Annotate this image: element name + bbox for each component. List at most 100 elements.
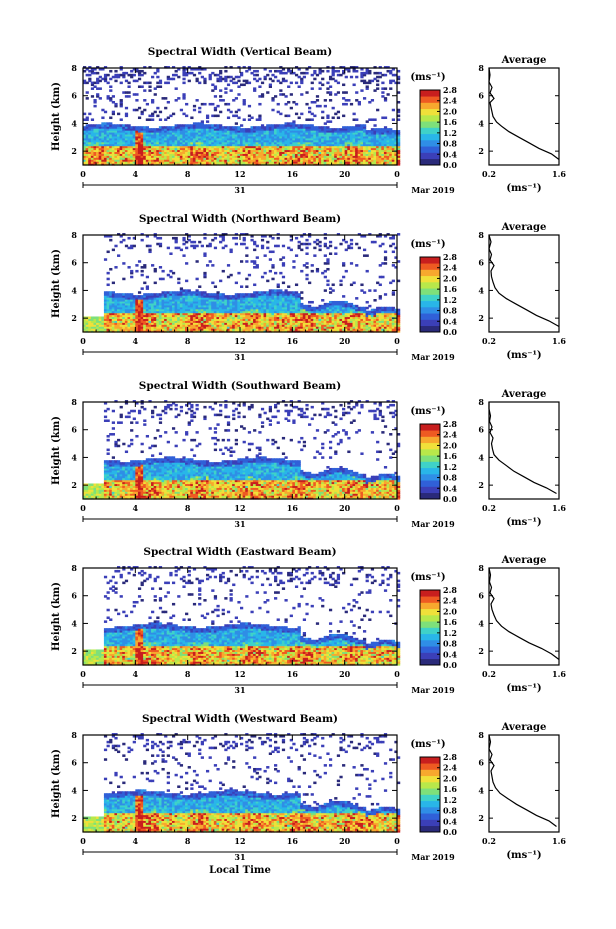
heatmap-cell — [203, 304, 207, 308]
heatmap-cell — [166, 304, 170, 308]
heatmap-cell — [260, 297, 265, 300]
heatmap-cell — [234, 299, 238, 302]
heatmap-cell — [274, 75, 278, 79]
heatmap-cell — [192, 132, 197, 135]
heatmap-cell — [164, 133, 168, 137]
heatmap-cell — [289, 324, 293, 327]
heatmap-cell — [213, 308, 218, 312]
heatmap-cell — [124, 306, 129, 310]
heatmap-cell — [237, 304, 241, 308]
heatmap-cell — [111, 297, 115, 300]
heatmap-cell — [310, 163, 314, 166]
heatmap-cell — [151, 308, 155, 312]
heatmap-cell — [213, 155, 218, 158]
heatmap-cell — [198, 285, 202, 288]
heatmap-cell — [368, 153, 372, 156]
heatmap-cell — [305, 153, 309, 156]
heatmap-cell — [381, 157, 385, 160]
heatmap-cell — [119, 68, 123, 71]
heatmap-cell — [357, 159, 361, 162]
heatmap-cell — [151, 314, 155, 318]
heatmap-cell — [187, 126, 191, 129]
heatmap-cell — [224, 153, 228, 156]
heatmap-cell — [96, 161, 100, 164]
heatmap-cell — [310, 126, 314, 129]
heatmap-cell — [213, 128, 218, 131]
heatmap-cell — [90, 151, 95, 154]
heatmap-cell — [313, 132, 317, 135]
heatmap-cell — [203, 271, 207, 275]
colorbar-swatch — [420, 90, 440, 97]
heatmap-cell — [98, 159, 102, 162]
heatmap-cell — [166, 326, 170, 329]
heatmap-cell — [85, 163, 89, 166]
heatmap-cell — [179, 322, 184, 325]
heatmap-cell — [328, 132, 333, 135]
heatmap-cell — [195, 124, 199, 127]
heatmap-cell — [289, 133, 293, 137]
heatmap-cell — [365, 68, 369, 71]
heatmap-cell — [119, 118, 123, 121]
heatmap-cell — [132, 306, 136, 310]
heatmap-cell — [156, 145, 160, 149]
heatmap-cell — [135, 141, 139, 145]
heatmap-cell — [137, 297, 142, 300]
heatmap-cell — [284, 293, 288, 296]
heatmap-cell — [334, 145, 338, 149]
heatmap-cell — [145, 141, 150, 145]
heatmap-cell — [132, 135, 136, 139]
heatmap-cell — [114, 316, 118, 320]
heatmap-cell — [234, 242, 238, 246]
heatmap-cell — [229, 320, 233, 323]
heatmap-cell — [242, 66, 246, 69]
heatmap-cell — [318, 130, 322, 133]
heatmap-cell — [111, 137, 115, 141]
heatmap-cell — [88, 126, 92, 129]
heatmap-cell — [245, 328, 249, 331]
heatmap-cell — [140, 266, 144, 269]
heatmap-cell — [381, 73, 385, 77]
heatmap-cell — [253, 328, 257, 331]
heatmap-cell — [232, 151, 236, 154]
heatmap-cell — [114, 300, 118, 304]
heatmap-cell — [386, 163, 390, 166]
heatmap-cell — [169, 302, 173, 306]
heatmap-cell — [266, 151, 270, 154]
heatmap-cell — [255, 295, 259, 298]
heatmap-cell — [195, 312, 199, 316]
heatmap-cell — [158, 324, 163, 327]
heatmap-cell — [93, 328, 97, 331]
heatmap-cell — [169, 157, 173, 160]
heatmap-cell — [344, 147, 348, 151]
heatmap-cell — [198, 124, 202, 127]
heatmap-cell — [292, 157, 296, 160]
heatmap-cell — [260, 300, 265, 304]
heatmap-cell — [109, 316, 113, 320]
heatmap-cell — [360, 145, 364, 149]
heatmap-cell — [96, 128, 100, 131]
heatmap-cell — [192, 137, 197, 141]
heatmap-cell — [300, 128, 304, 131]
heatmap-cell — [381, 149, 385, 153]
heatmap-cell — [274, 161, 278, 164]
heatmap-cell — [190, 153, 194, 156]
heatmap-cell — [185, 318, 189, 321]
heatmap-cell — [279, 330, 283, 333]
heatmap-cell — [258, 295, 262, 298]
heatmap-cell — [242, 328, 246, 331]
heatmap-cell — [132, 137, 136, 141]
heatmap-cell — [287, 128, 291, 131]
heatmap-cell — [287, 320, 291, 323]
panel-title: Spectral Width (Vertical Beam) — [148, 46, 332, 58]
heatmap-cell — [190, 306, 194, 310]
heatmap-cell — [130, 161, 134, 164]
heatmap-cell — [153, 295, 157, 298]
heatmap-cell — [205, 155, 210, 158]
heatmap-cell — [276, 69, 280, 73]
heatmap-cell — [365, 151, 369, 154]
heatmap-cell — [271, 266, 275, 269]
heatmap-cell — [274, 151, 278, 154]
heatmap-cell — [130, 330, 134, 333]
heatmap-cell — [140, 112, 144, 116]
heatmap-cell — [221, 297, 225, 300]
